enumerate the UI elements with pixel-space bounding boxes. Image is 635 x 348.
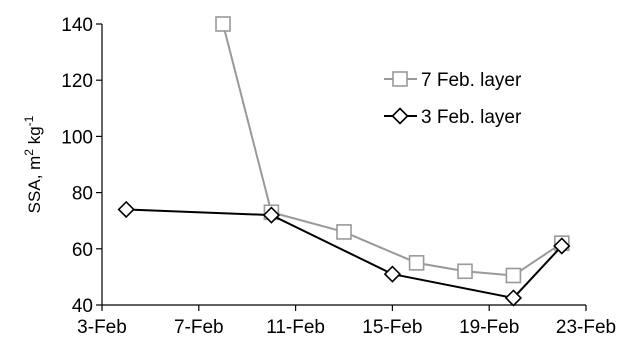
y-tick-label: 120 — [61, 71, 93, 92]
y-ticks: 40 60 80 100 120 140 — [61, 15, 102, 317]
square-marker — [215, 16, 231, 32]
x-tick-label: 3-Feb — [77, 317, 127, 338]
square-marker — [336, 224, 352, 240]
y-tick-label: 140 — [61, 15, 93, 36]
diamond-marker — [262, 206, 281, 224]
diamond-marker — [391, 107, 409, 125]
y-tick-label: 80 — [72, 184, 93, 205]
x-tick-label: 15-Feb — [362, 317, 422, 338]
diamond-marker — [383, 265, 402, 283]
y-axis-title: SSA, m2 kg-1 — [22, 115, 44, 213]
x-tick-label: 11-Feb — [266, 317, 325, 338]
y-tick-label: 60 — [72, 240, 93, 261]
series-layer — [117, 16, 571, 307]
diamond-marker — [553, 237, 571, 255]
square-marker — [392, 71, 408, 87]
series-group — [215, 16, 570, 284]
series-group — [117, 200, 571, 307]
x-tick-label: 23-Feb — [556, 317, 616, 338]
square-marker — [457, 263, 473, 280]
x-ticks: 3-Feb 7-Feb 11-Feb 15-Feb 19-Feb 23-Feb — [77, 305, 616, 338]
diamond-marker — [117, 200, 135, 219]
diamond-marker — [504, 289, 523, 307]
legend: 7 Feb. layer 3 Feb. layer — [384, 70, 522, 128]
x-tick-label: 19-Feb — [459, 317, 519, 338]
y-tick-label: 100 — [61, 127, 93, 148]
x-tick-label: 7-Feb — [174, 317, 224, 338]
axes — [101, 24, 586, 306]
legend-label: 3 Feb. layer — [421, 107, 522, 128]
legend-label: 7 Feb. layer — [421, 70, 522, 91]
square-marker — [408, 255, 425, 271]
series-line — [222, 23, 563, 277]
y-tick-label: 40 — [72, 296, 93, 317]
square-marker — [505, 267, 522, 284]
series-line — [126, 208, 563, 300]
